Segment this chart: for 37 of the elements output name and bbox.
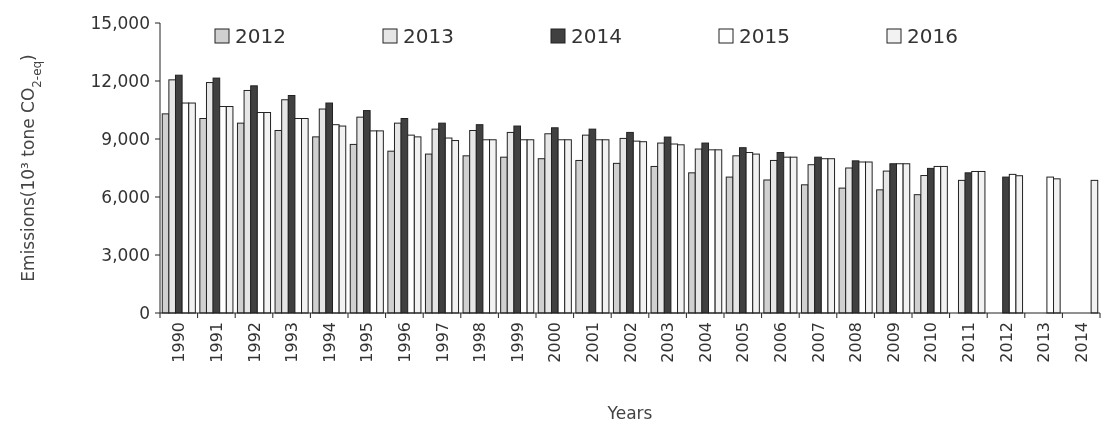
x-tick-label: 2014 xyxy=(1071,322,1091,363)
y-tick-label: 6,000 xyxy=(101,186,150,207)
x-tick-label: 2011 xyxy=(959,322,978,363)
legend-label: 2013 xyxy=(403,24,454,48)
x-tick-label: 2009 xyxy=(883,322,903,363)
y-tick-label: 0 xyxy=(139,302,150,323)
x-tick-label: 2000 xyxy=(545,322,565,363)
x-tick-label: 2007 xyxy=(808,322,828,363)
x-tick-label: 1995 xyxy=(357,322,377,363)
x-tick-label: 1996 xyxy=(395,322,414,363)
x-tick-label: 2001 xyxy=(583,322,602,363)
x-tick-label: 1990 xyxy=(169,322,189,363)
y-tick-label: 3,000 xyxy=(101,244,150,265)
x-tick-label: 2010 xyxy=(921,322,941,363)
x-tick-label: 2003 xyxy=(658,322,678,363)
x-tick-label: 1991 xyxy=(207,322,226,363)
x-tick-label: 2012 xyxy=(996,322,1016,363)
y-tick-label: 9,000 xyxy=(101,128,150,149)
x-tick-label: 1998 xyxy=(470,322,490,363)
x-tick-label: 1992 xyxy=(244,322,264,363)
x-tick-label: 1999 xyxy=(507,322,527,363)
legend-label: 2014 xyxy=(571,24,622,48)
x-tick-label: 2013 xyxy=(1034,322,1054,363)
legend-label: 2016 xyxy=(907,24,958,48)
x-tick-label: 2002 xyxy=(620,322,640,363)
x-tick-label: 2008 xyxy=(846,322,866,363)
legend-label: 2015 xyxy=(739,24,790,48)
x-tick-label: 2004 xyxy=(695,322,715,363)
x-axis-title: Years xyxy=(606,403,653,423)
y-tick-label: 15,000 xyxy=(90,12,150,33)
legend-label: 2012 xyxy=(235,24,286,48)
x-tick-label: 1994 xyxy=(319,322,339,363)
x-tick-label: 1993 xyxy=(282,322,302,363)
x-tick-label: 1997 xyxy=(432,322,452,363)
x-tick-label: 2005 xyxy=(733,322,753,363)
x-tick-label: 2006 xyxy=(771,322,790,363)
y-tick-label: 12,000 xyxy=(90,70,150,91)
